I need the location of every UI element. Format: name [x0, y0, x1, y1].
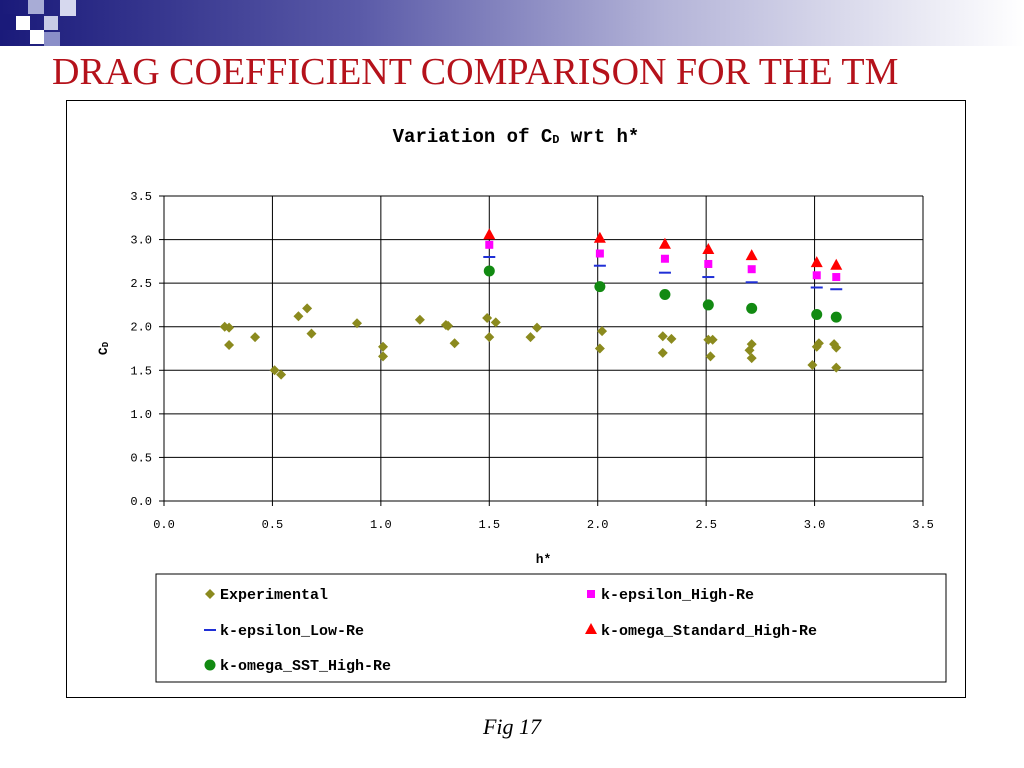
decorative-square	[44, 16, 58, 30]
legend-marker-experimental	[205, 589, 215, 599]
data-point-experimental	[449, 338, 460, 349]
figure-caption: Fig 17	[482, 714, 542, 739]
data-point-k-omega-standard-high-re	[483, 228, 496, 240]
data-point-k-epsilon-high-re	[812, 271, 821, 280]
decorative-square	[60, 0, 76, 16]
y-tick-label: 3.0	[130, 234, 152, 248]
data-point-experimental	[302, 303, 313, 314]
data-point-k-omega-sst-high-re	[811, 309, 823, 321]
slide-title: DRAG COEFFICIENT COMPARISON FOR THE TM	[52, 51, 899, 93]
x-tick-label: 0.5	[262, 518, 284, 532]
chart-title: Variation of CD wrt h*	[393, 126, 640, 148]
data-point-k-epsilon-high-re	[832, 273, 841, 282]
decorative-square	[44, 32, 60, 46]
data-point-k-omega-sst-high-re	[483, 265, 495, 277]
legend-label: k-epsilon_Low-Re	[220, 623, 364, 640]
x-tick-label: 3.5	[912, 518, 934, 532]
data-point-experimental	[482, 313, 493, 323]
y-axis-label: CD	[96, 341, 111, 355]
data-point-experimental	[707, 334, 718, 345]
x-tick-label: 1.0	[370, 518, 392, 532]
data-point-experimental	[490, 317, 501, 328]
decorative-square	[30, 30, 44, 44]
data-point-experimental	[657, 347, 668, 358]
y-tick-label: 1.5	[130, 364, 152, 378]
x-tick-label: 2.5	[695, 518, 717, 532]
data-point-k-omega-standard-high-re	[745, 249, 758, 261]
data-point-experimental	[594, 343, 605, 354]
data-point-experimental	[306, 328, 317, 339]
y-tick-label: 2.0	[130, 321, 152, 335]
decorative-square	[16, 16, 30, 30]
chart-frame: Variation of CD wrt h* 0.0 0.5 1.0 1.5 2.0 2.5…	[66, 100, 966, 698]
data-point-experimental	[219, 321, 230, 332]
x-axis-label: h*	[536, 552, 552, 567]
data-point-experimental	[224, 340, 235, 351]
scatter-chart: Variation of CD wrt h* 0.0 0.5 1.0 1.5 2.0 2.5…	[96, 126, 947, 683]
data-point-experimental	[352, 318, 363, 329]
data-point-experimental	[525, 332, 536, 343]
legend-label: k-omega_SST_High-Re	[220, 658, 391, 675]
data-point-experimental	[531, 322, 542, 333]
data-point-experimental	[250, 332, 261, 343]
legend-marker-k-epsilon-high-re	[587, 590, 595, 598]
data-point-experimental	[597, 326, 608, 337]
data-point-experimental	[414, 314, 425, 325]
header-gradient-bar	[0, 0, 1024, 46]
data-point-k-epsilon-high-re	[660, 254, 669, 263]
data-point-experimental	[807, 360, 818, 371]
data-point-k-omega-standard-high-re	[702, 243, 715, 255]
data-point-experimental	[657, 331, 668, 342]
legend-label: Experimental	[220, 587, 328, 604]
legend-marker-k-omega-standard-high-re	[585, 623, 597, 634]
y-tick-label: 3.5	[130, 190, 152, 204]
data-point-k-epsilon-high-re	[704, 259, 713, 268]
y-tick-label: 1.0	[130, 408, 152, 422]
data-point-experimental	[811, 341, 822, 352]
x-tick-label: 2.0	[587, 518, 609, 532]
data-point-experimental	[705, 351, 716, 362]
y-tick-label: 0.5	[130, 451, 152, 465]
legend-marker-k-omega-sst-high-re	[204, 659, 216, 671]
data-point-experimental	[293, 311, 304, 322]
y-tick-label: 0.0	[130, 495, 152, 509]
x-tick-label: 0.0	[153, 518, 175, 532]
data-point-k-omega-sst-high-re	[830, 311, 842, 323]
data-point-k-epsilon-high-re	[485, 240, 494, 249]
data-point-k-omega-standard-high-re	[658, 237, 671, 249]
data-point-k-epsilon-high-re	[595, 249, 604, 258]
data-point-k-omega-standard-high-re	[810, 256, 823, 268]
data-point-k-omega-standard-high-re	[830, 258, 843, 270]
data-point-experimental	[746, 353, 757, 364]
data-point-k-omega-sst-high-re	[702, 299, 714, 311]
data-point-k-epsilon-high-re	[747, 265, 756, 274]
data-point-experimental	[443, 320, 454, 331]
data-point-k-omega-sst-high-re	[659, 288, 671, 300]
y-tick-label: 2.5	[130, 277, 152, 291]
data-point-experimental	[666, 333, 677, 344]
data-point-k-omega-sst-high-re	[594, 281, 606, 293]
decorative-square	[0, 14, 16, 30]
data-point-experimental	[831, 362, 842, 373]
decorative-square	[28, 0, 44, 14]
data-point-k-omega-standard-high-re	[593, 231, 606, 243]
data-point-experimental	[269, 365, 280, 376]
x-tick-label: 3.0	[804, 518, 826, 532]
x-tick-label: 1.5	[478, 518, 500, 532]
data-point-experimental	[378, 341, 389, 352]
data-point-experimental	[224, 322, 235, 333]
data-point-experimental	[831, 342, 842, 353]
data-point-experimental	[276, 369, 287, 380]
chart-legend	[155, 573, 947, 683]
data-point-k-omega-sst-high-re	[746, 302, 758, 314]
data-point-experimental	[378, 351, 389, 362]
legend-label: k-epsilon_High-Re	[601, 587, 754, 604]
legend-label: k-omega_Standard_High-Re	[601, 623, 817, 640]
data-point-experimental	[484, 332, 495, 343]
data-point-experimental	[744, 345, 755, 356]
